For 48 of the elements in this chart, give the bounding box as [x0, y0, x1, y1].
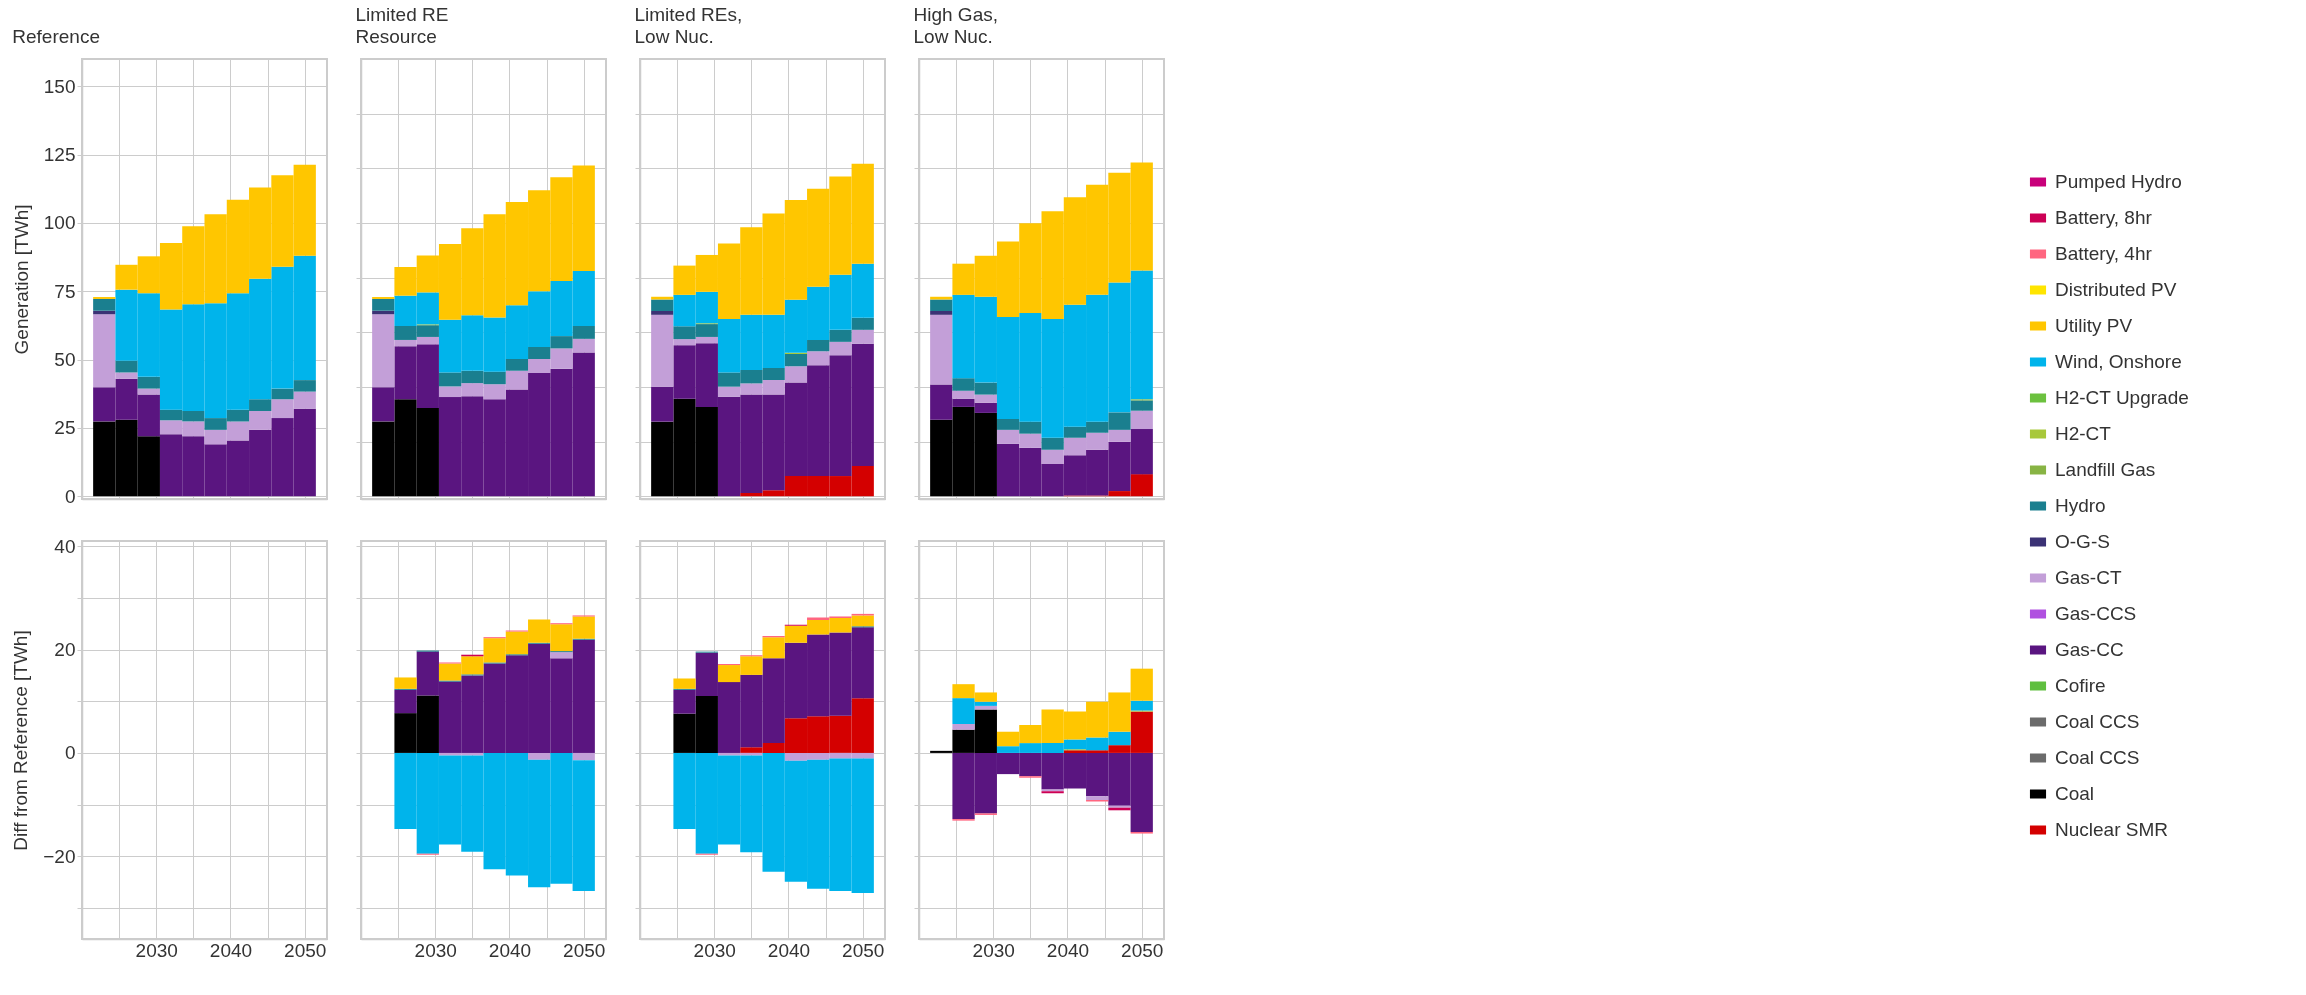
- legend-label: Battery, 8hr: [2055, 207, 2153, 228]
- y-tick-label: 100: [43, 212, 76, 234]
- x-tick-label: 2040: [1046, 939, 1090, 961]
- legend-label: O-G-S: [2055, 531, 2110, 552]
- y-tick-label: 40: [54, 535, 76, 557]
- legend-label: Wind, Onshore: [2055, 351, 2182, 372]
- y-tick-label: 20: [54, 639, 76, 661]
- legend-label: Utility PV: [2055, 315, 2133, 336]
- legend-label: Coal CCS: [2055, 747, 2140, 768]
- legend-label: Distributed PV: [2055, 279, 2177, 300]
- legend-label: Battery, 4hr: [2055, 243, 2153, 264]
- legend-label: Cofire: [2055, 675, 2106, 696]
- legend-label: Gas-CCS: [2055, 603, 2137, 624]
- legend-label: Pumped Hydro: [2055, 171, 2182, 192]
- x-tick-label: 2050: [563, 939, 606, 961]
- x-tick-label: 2040: [488, 939, 532, 961]
- legend-label: Coal: [2055, 783, 2095, 804]
- y-axis-title: Diff from Reference [TWh]: [10, 630, 32, 851]
- legend-label: Gas-CT: [2055, 567, 2122, 588]
- legend-label: Landfill Gas: [2055, 459, 2156, 480]
- chart-title: Limited RE Resource: [355, 4, 449, 47]
- x-tick-label: 2050: [1121, 939, 1164, 961]
- x-tick-label: 2050: [284, 939, 327, 961]
- y-axis-title: Generation [TWh]: [10, 204, 32, 355]
- y-tick-label: 150: [43, 75, 76, 97]
- x-tick-label: 2030: [693, 939, 736, 961]
- y-tick-label: 25: [54, 417, 76, 439]
- x-tick-label: 2050: [842, 939, 885, 961]
- y-tick-label: 125: [43, 144, 76, 166]
- legend-label: Gas-CC: [2055, 639, 2124, 660]
- chart-title: Reference: [12, 26, 100, 47]
- legend-label: Nuclear SMR: [2055, 819, 2168, 840]
- chart-title: High Gas, Low Nuc.: [913, 4, 998, 47]
- x-tick-label: 2030: [135, 939, 178, 961]
- x-tick-label: 2030: [972, 939, 1015, 961]
- y-tick-label: 75: [54, 280, 76, 302]
- x-tick-label: 2040: [767, 939, 811, 961]
- x-tick-label: 2040: [209, 939, 253, 961]
- y-tick-label: −20: [43, 845, 76, 867]
- y-tick-label: 50: [54, 349, 76, 371]
- y-tick-label: 0: [64, 485, 76, 507]
- x-tick-label: 2030: [414, 939, 457, 961]
- legend-label: H2-CT Upgrade: [2055, 387, 2189, 408]
- chart-title: Limited REs, Low Nuc.: [634, 4, 743, 47]
- y-tick-label: 0: [64, 742, 76, 764]
- legend-label: H2-CT: [2055, 423, 2112, 444]
- legend-label: Hydro: [2055, 495, 2106, 516]
- legend-label: Coal CCS: [2055, 711, 2140, 732]
